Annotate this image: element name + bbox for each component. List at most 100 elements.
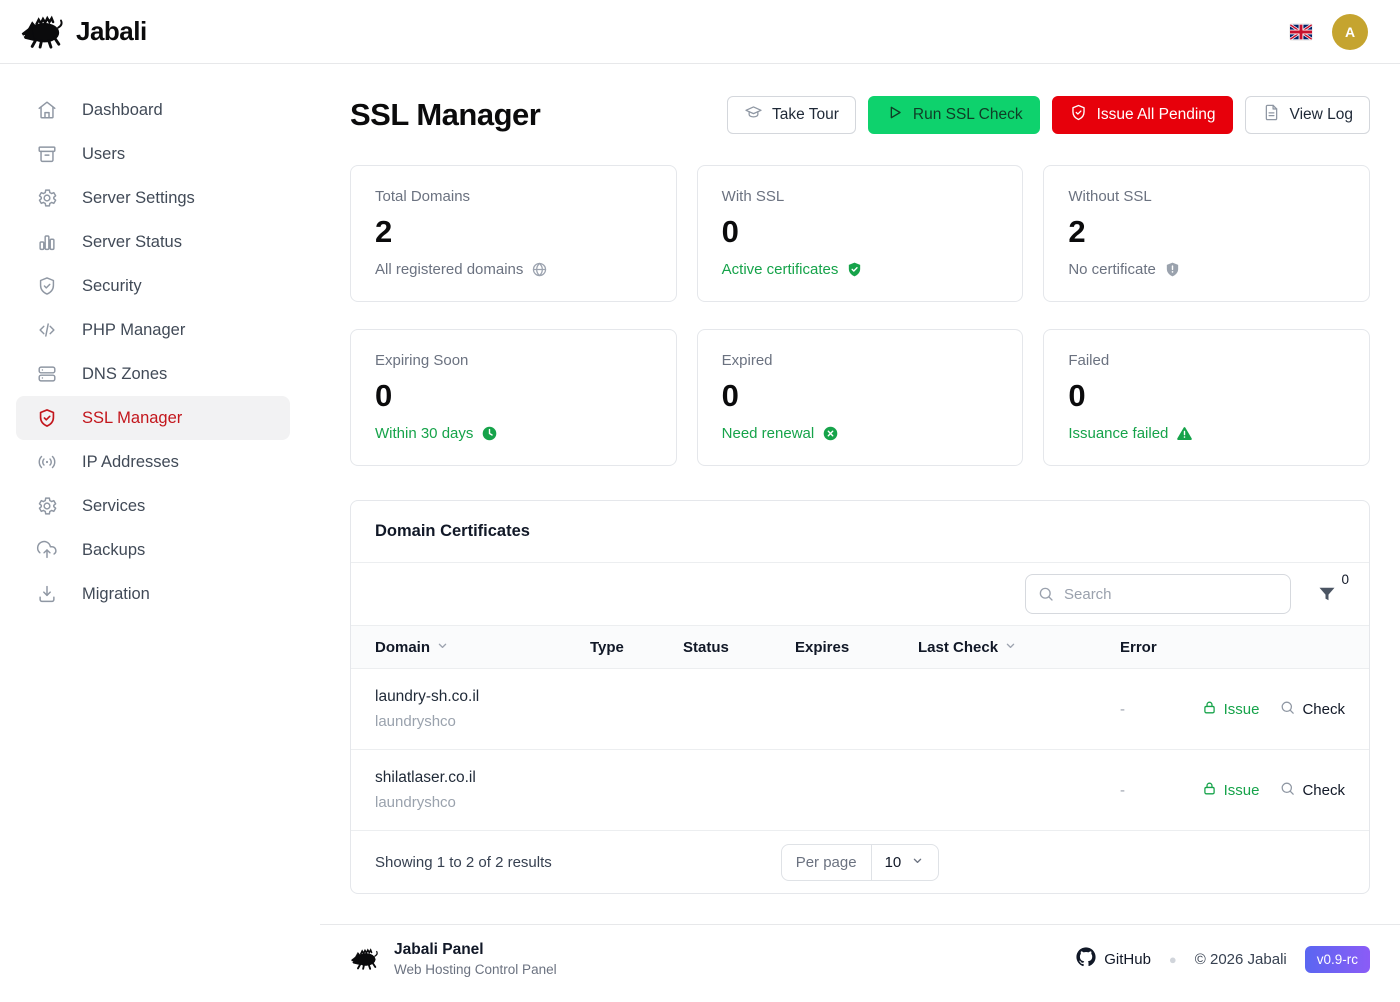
sidebar-item-server-status[interactable]: Server Status [0,220,320,264]
table-row: laundry-sh.co.il laundryshco - Issue [351,669,1369,750]
page-actions: Take Tour Run SSL Check Issue All Pendin… [726,96,1370,134]
view-log-button[interactable]: View Log [1244,96,1370,134]
stat-label: Expiring Soon [375,352,469,369]
per-page-select[interactable]: 10 [872,845,939,880]
table-header-row: Domain Type Status Expires Last Check Er… [351,625,1369,669]
archive-icon [36,143,58,165]
sidebar-item-label: PHP Manager [82,320,186,339]
stat-card-expiring-soon: Expiring Soon 0 Within 30 days [350,329,677,466]
graduation-cap-icon [744,103,763,127]
sidebar-item-label: SSL Manager [82,408,183,427]
stat-card-expired: Expired 0 Need renewal [696,329,1024,466]
warning-badge-icon [1176,425,1193,442]
chevron-down-icon [1003,638,1018,657]
stat-caption: No certificate [1068,261,1156,278]
chevron-down-icon [435,638,450,657]
x-circle-badge-icon [822,425,839,442]
row-owner: laundryshco [375,713,456,730]
check-action[interactable]: Check [1279,699,1345,720]
sidebar-item-security[interactable]: Security [0,264,320,308]
stat-caption: Issuance failed [1068,425,1169,442]
stat-cards: Total Domains 2 All registered domains W… [350,165,1370,466]
top-header: Jabali A [0,0,1400,64]
github-icon [1076,947,1096,971]
sidebar-item-label: Dashboard [82,100,163,119]
shield-alert-badge-icon [1164,261,1181,278]
column-header-domain[interactable]: Domain [375,638,590,657]
language-uk-flag-icon[interactable] [1290,23,1312,40]
row-domain: laundry-sh.co.il [375,688,480,705]
stat-caption: Within 30 days [375,425,474,442]
per-page-label: Per page [782,844,872,880]
stat-label: Expired [721,352,773,369]
footer-tagline: Web Hosting Control Panel [394,962,557,977]
sidebar-item-label: Users [82,144,126,163]
stat-card-total-domains: Total Domains 2 All registered domains [350,165,677,302]
column-header-type: Type [590,638,624,656]
home-icon [36,99,58,121]
sidebar-item-dashboard[interactable]: Dashboard [0,88,320,132]
button-label: Take Tour [771,106,839,123]
sidebar-item-users[interactable]: Users [0,132,320,176]
brand[interactable]: Jabali [20,15,147,49]
sidebar-item-label: Migration [82,584,150,603]
broadcast-icon [36,451,58,473]
column-header-status: Status [683,638,729,656]
row-error: - [1120,781,1125,799]
issue-all-pending-button[interactable]: Issue All Pending [1051,96,1233,134]
run-ssl-check-button[interactable]: Run SSL Check [867,96,1040,134]
bar-chart-icon [36,231,58,253]
stat-caption: All registered domains [375,261,524,278]
sidebar-item-services[interactable]: Services [0,484,320,528]
search-input[interactable] [1025,574,1291,614]
sidebar-item-ip-addresses[interactable]: IP Addresses [0,440,320,484]
shield-check-badge-icon [846,261,863,278]
per-page-control: Per page 10 [780,843,940,881]
clock-badge-icon [481,425,498,442]
stat-value: 0 [721,378,739,413]
github-link[interactable]: GitHub [1076,947,1151,971]
globe-icon [531,261,548,278]
column-header-last-check[interactable]: Last Check [918,638,1120,657]
row-owner: laundryshco [375,794,456,811]
column-header-error: Error [1120,638,1157,656]
code-icon [36,319,58,341]
stat-value: 2 [375,214,393,249]
search-icon [1279,699,1296,720]
stat-card-with-ssl: With SSL 0 Active certificates [696,165,1024,302]
sidebar-item-label: DNS Zones [82,364,168,383]
sidebar-item-label: Security [82,276,142,295]
sidebar-item-server-settings[interactable]: Server Settings [0,176,320,220]
sidebar-item-label: IP Addresses [82,452,179,471]
stat-value: 0 [721,214,739,249]
sidebar-item-ssl-manager[interactable]: SSL Manager [16,396,290,440]
dot-separator: ● [1168,951,1177,967]
boar-logo-icon [350,947,380,971]
gear-icon [36,495,58,517]
take-tour-button[interactable]: Take Tour [726,96,856,134]
stat-caption: Need renewal [721,425,815,442]
search-icon [1279,780,1296,801]
stat-value: 2 [1068,214,1086,249]
stat-card-without-ssl: Without SSL 2 No certificate [1043,165,1370,302]
button-label: Run SSL Check [912,106,1023,123]
gear-icon [36,187,58,209]
brand-name: Jabali [76,16,147,46]
page-title: SSL Manager [350,97,541,132]
issue-action[interactable]: Issue [1201,780,1259,801]
sidebar-item-migration[interactable]: Migration [0,572,320,616]
check-action[interactable]: Check [1279,780,1345,801]
file-text-icon [1262,103,1281,127]
sidebar-item-label: Services [82,496,146,515]
filter-funnel-icon[interactable]: 0 [1317,572,1349,604]
stat-caption: Active certificates [721,261,839,278]
avatar[interactable]: A [1332,13,1368,50]
panel-title: Domain Certificates [351,501,1369,563]
sidebar-item-dns-zones[interactable]: DNS Zones [0,352,320,396]
row-domain: shilatlaser.co.il [375,769,476,786]
sidebar-item-php-manager[interactable]: PHP Manager [0,308,320,352]
issue-action[interactable]: Issue [1201,699,1259,720]
stat-label: With SSL [721,188,785,205]
cloud-upload-icon [36,539,58,561]
sidebar-item-backups[interactable]: Backups [0,528,320,572]
